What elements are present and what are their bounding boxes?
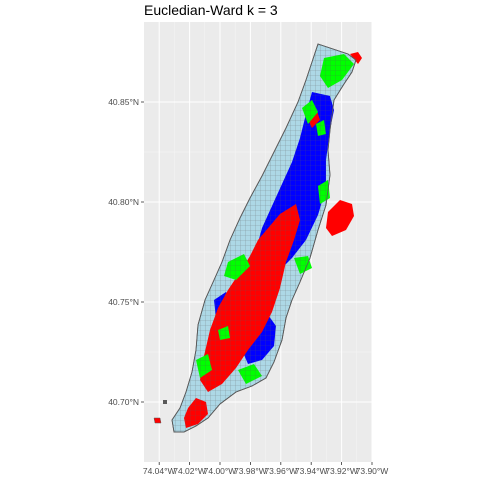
- x-axis: 74.04°W74.02°W74.00°W73.98°W73.96°W73.94…: [143, 462, 389, 476]
- cluster-red-roosevelt-island: [326, 200, 354, 236]
- x-tick-label: 74.02°W: [173, 466, 206, 476]
- x-tick-label: 73.96°W: [264, 466, 297, 476]
- y-axis: 40.70°N 40.75°N 40.80°N 40.85°N: [108, 97, 144, 407]
- x-tick-label: 73.98°W: [234, 466, 267, 476]
- y-tick-label: 40.70°N: [108, 397, 139, 407]
- tract-boundaries: [172, 44, 356, 432]
- land-outline: [171, 43, 357, 433]
- y-tick-label: 40.85°N: [108, 97, 139, 107]
- cluster-red-north-tip: [350, 52, 362, 64]
- x-tick-label: 73.92°W: [325, 466, 358, 476]
- x-tick-label: 74.00°W: [204, 466, 237, 476]
- x-tick-label: 73.90°W: [356, 466, 389, 476]
- islet-small: [163, 400, 167, 404]
- chart-title: Eucledian-Ward k = 3: [144, 2, 278, 18]
- cluster-red-islet: [153, 417, 162, 424]
- x-tick-label: 73.94°W: [295, 466, 328, 476]
- x-tick-label: 74.04°W: [143, 466, 176, 476]
- map-layer: [153, 43, 362, 433]
- y-tick-label: 40.75°N: [108, 297, 139, 307]
- y-tick-label: 40.80°N: [108, 197, 139, 207]
